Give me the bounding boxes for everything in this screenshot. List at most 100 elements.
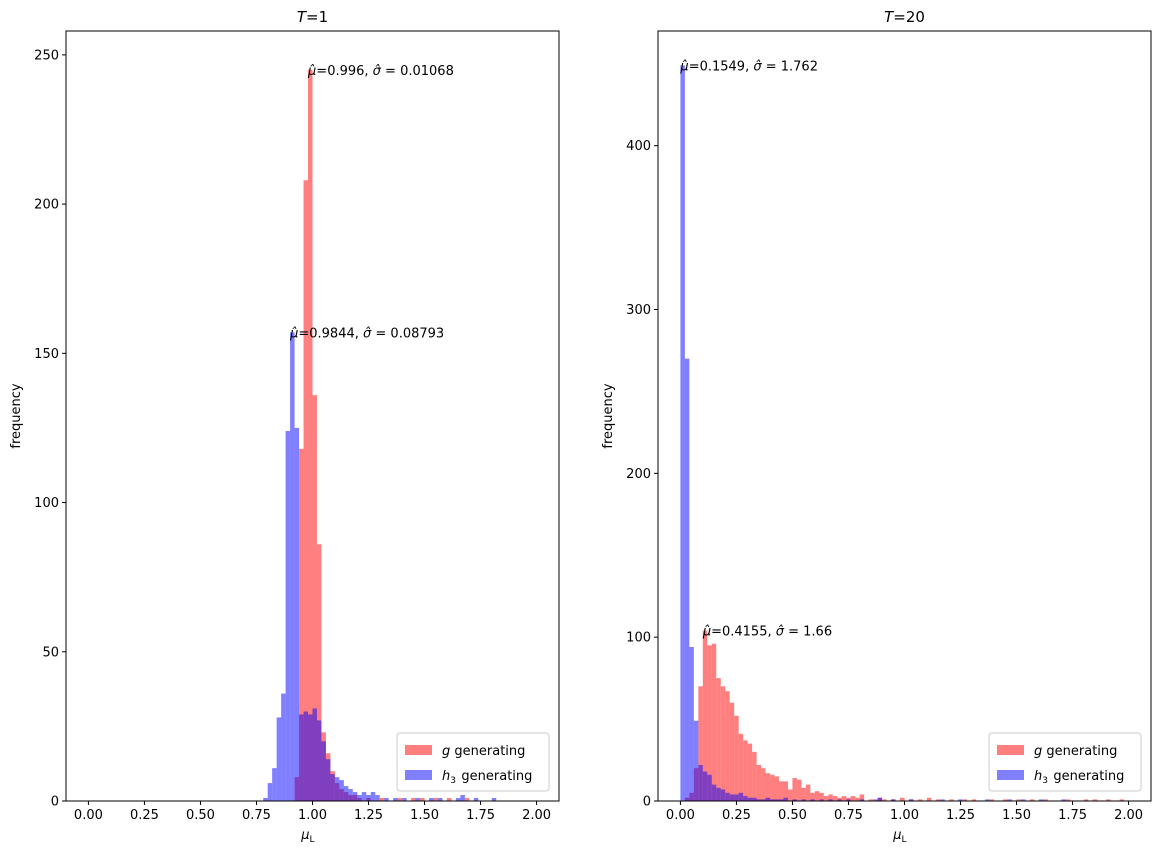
histogram-bar [747,797,753,801]
histogram-bar [308,69,313,802]
histogram-bar [464,798,470,801]
histogram-bar [810,799,815,801]
histogram-bar [917,799,923,801]
histogram-bar [711,643,717,801]
legend-entry-label: h3 generating [442,769,532,786]
legend-entry-label: h3 generating [1034,769,1124,786]
legend: g generating h3 generating [988,732,1142,792]
x-tick-label: 2.00 [1114,808,1143,823]
series-g-bars [294,69,470,802]
histogram-bar [1119,799,1125,801]
histogram-bar [729,794,735,801]
histogram-bar [814,791,820,801]
histogram-bar [370,792,376,801]
x-tick-label: 0.25 [130,808,159,823]
histogram-bar [276,717,282,801]
histogram-bar [832,796,838,801]
legend-swatch [405,770,432,780]
histogram-bar [935,799,941,801]
histogram-bar [752,797,757,801]
histogram-bar [707,645,712,801]
histogram-bar [312,395,317,801]
histogram-bar [402,798,407,801]
histogram-bar [756,799,762,801]
x-tick-label: 2.00 [522,808,551,823]
x-tick-label: 1.75 [1058,808,1087,823]
y-tick-label: 100 [34,496,59,511]
y-tick-label: 200 [626,467,651,482]
histogram-bar [725,792,730,801]
histogram-bar [770,799,775,801]
y-tick-label: 100 [626,631,651,646]
histogram-bar [491,798,497,801]
histogram-bar [1065,799,1071,801]
legend-entry-label: g generating [1034,744,1117,759]
histogram-bar [316,720,322,801]
histogram-bar [877,797,883,801]
histogram-bar [361,792,367,801]
histogram-bar [765,797,771,801]
legend-box [988,732,1142,792]
legend-box [396,732,550,792]
histogram-bar [783,797,788,801]
histogram-bar [971,799,977,801]
x-tick-label: 0.00 [74,808,103,823]
chart-title: T=20 [884,8,925,26]
x-tick-label: 1.50 [1002,808,1031,823]
histogram-bar [366,795,371,801]
histogram-bar [693,720,699,801]
histogram-bar [285,430,291,801]
histogram-bar [446,798,452,801]
histogram-bar [908,799,914,801]
x-tick-label: 1.00 [890,808,919,823]
histogram-bar [689,647,694,801]
histogram-bar [828,799,833,801]
histogram-bar [460,795,465,801]
histogram-bar [729,702,735,801]
y-tick-label: 300 [626,303,651,318]
histogram-bar [792,778,797,801]
stats-annotation: μ̂=0.996, σ̂ = 0.01068 [307,64,454,79]
histogram-bar [684,358,690,801]
legend-swatch [997,770,1024,780]
histogram-bar [348,789,353,801]
histogram-bar [272,768,277,801]
histogram-bar [841,796,847,801]
x-tick-label: 0.25 [722,808,751,823]
histogram-bar [375,795,380,801]
histogram-bar [1003,799,1008,801]
histogram-bar [738,792,744,801]
histogram-bar [770,774,775,801]
histogram-bar [900,797,905,801]
histogram-bar [716,787,721,801]
histogram-bar [985,799,990,801]
y-axis-label: frequency [601,383,616,449]
histogram-bar [949,799,954,801]
histogram-bar [1007,799,1013,801]
y-tick-label: 0 [643,795,651,810]
histogram-bar [702,630,708,801]
x-tick-label: 1.00 [298,808,327,823]
histogram-bar [734,794,739,801]
histogram-bar [810,792,815,801]
histogram-bar [805,784,811,801]
histogram-bar [379,798,385,801]
histogram-bar [926,797,932,801]
histogram-bar [334,777,340,801]
histogram-bar [725,691,730,801]
chart-left: 0.00 0.25 0.50 0.75 1.00 1.25 1.50 1.75 2.00 0 50 1… [9,8,560,845]
histogram-bar [267,783,273,801]
histogram-bar [1038,799,1044,801]
histogram-bar [868,799,874,801]
histogram-bar [707,774,712,801]
histogram-bar [792,799,797,801]
histogram-bar [415,798,421,801]
histogram-bar [756,764,762,801]
histogram-bar [698,686,703,801]
histogram-bar [312,708,317,801]
stats-annotation: μ̂=0.1549, σ̂ = 1.762 [679,59,818,74]
histogram-bar [787,789,793,801]
histogram-bar [393,798,398,801]
histogram-bar [303,711,309,801]
